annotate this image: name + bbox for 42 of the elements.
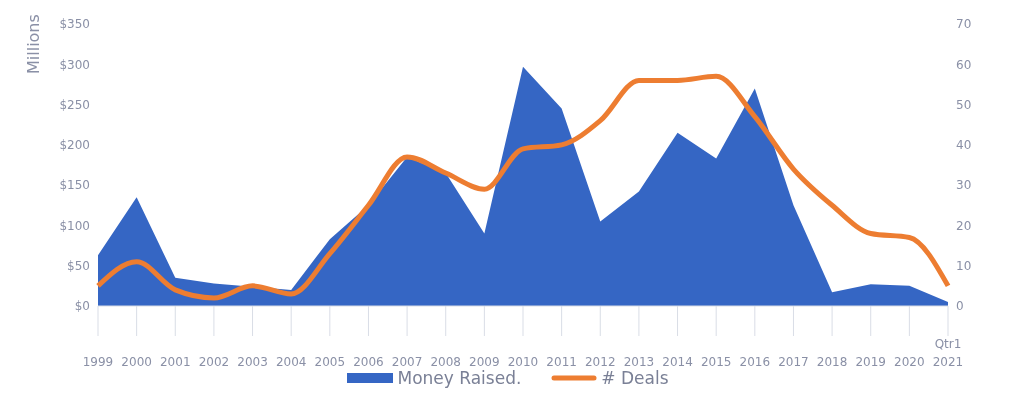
x-tick-label: 2015 (700, 355, 732, 369)
y-tick-label: $200 (59, 138, 90, 153)
y-tick-label: $100 (59, 218, 90, 233)
y-tick-label: $50 (67, 258, 90, 273)
x-tick-label: 2009 (469, 355, 500, 369)
y2-tick-label: 0 (956, 299, 964, 314)
x-tick-label: 2018 (816, 355, 848, 369)
x-tick-label: 2013 (623, 355, 655, 369)
y-axis-title: Millions (24, 14, 44, 74)
y2-tick-label: 10 (956, 258, 972, 273)
y-tick-label: $250 (59, 97, 90, 112)
x-tick-label: 2020 (894, 355, 925, 369)
y2-tick-label: 30 (956, 178, 972, 193)
y2-tick-label: 70 (956, 17, 972, 32)
x-tick-label: 2003 (237, 355, 268, 369)
y2-tick-label: 40 (956, 138, 972, 153)
y2-tick-label: 20 (956, 218, 972, 233)
legend-label: # Deals (600, 368, 669, 388)
x-tick-label: 1999 (82, 355, 114, 369)
x-tick-label: 2011 (546, 355, 577, 369)
x-tick-label: 2001 (160, 355, 191, 369)
x-tick-label: 2002 (198, 355, 230, 369)
x-tick-label: 2000 (121, 355, 152, 369)
x-tick-label: 2008 (430, 355, 461, 369)
y-tick-label: $300 (59, 57, 90, 72)
x-tick-label: 2007 (391, 355, 423, 369)
x-tick-label: 2010 (507, 355, 539, 369)
y-tick-label: $150 (59, 178, 90, 193)
x-tick-label: 2012 (585, 355, 616, 369)
x-tick-label: 2017 (778, 355, 809, 369)
y-tick-label: $350 (59, 17, 90, 32)
x-tick-label: 2006 (353, 355, 384, 369)
y2-tick-label: 50 (956, 97, 972, 112)
x-tick-label: Qtr1 2021 (932, 337, 964, 369)
x-tick-label: 2004 (275, 355, 307, 369)
x-tick-label: 2014 (662, 355, 693, 369)
legend-label: Money Raised. (396, 368, 522, 388)
x-tick-label: 2005 (314, 355, 346, 369)
x-tick-label: 2016 (739, 355, 771, 369)
y-tick-label: $0 (74, 299, 90, 314)
y2-tick-label: 60 (956, 57, 972, 72)
x-tick-label: 2019 (855, 355, 886, 369)
